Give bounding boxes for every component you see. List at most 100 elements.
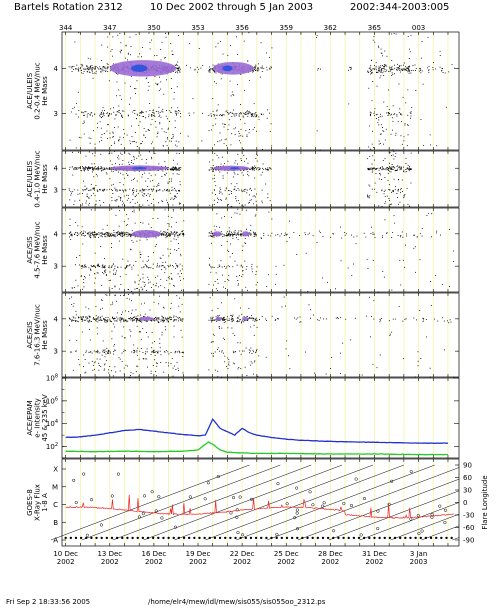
mass-point	[153, 115, 155, 117]
mass-point	[372, 68, 374, 70]
mass-point	[263, 68, 265, 70]
mass-point	[223, 114, 225, 116]
panel-frame	[61, 150, 460, 208]
density-peak	[222, 65, 233, 72]
mass-point	[136, 180, 138, 182]
mass-point	[162, 233, 163, 235]
mass-point	[129, 85, 131, 87]
mass-point	[74, 200, 76, 202]
mass-point	[320, 317, 321, 319]
mass-point	[93, 167, 95, 169]
mass-point	[433, 318, 435, 320]
mass-point	[221, 318, 223, 320]
mass-point	[243, 116, 245, 118]
mass-point	[371, 72, 372, 74]
mass-point	[122, 258, 124, 260]
mass-point	[372, 363, 374, 365]
mass-point	[143, 128, 145, 129]
mass-point	[105, 360, 107, 362]
mass-point	[110, 108, 112, 110]
mass-point	[86, 318, 88, 320]
mass-point	[234, 298, 236, 300]
mass-point	[267, 167, 269, 169]
mass-point	[351, 275, 353, 276]
mass-point	[76, 320, 78, 322]
mass-point	[118, 105, 120, 107]
mass-point	[388, 320, 390, 322]
mass-point	[167, 234, 169, 236]
mass-point	[125, 44, 127, 46]
mass-point	[75, 264, 76, 266]
mass-point	[167, 351, 169, 353]
mass-point	[174, 233, 176, 235]
mass-point	[299, 321, 301, 323]
mass-point	[172, 320, 174, 322]
mass-point	[374, 114, 376, 116]
mass-point	[409, 51, 411, 53]
mass-point	[246, 228, 247, 230]
mass-point	[275, 273, 277, 275]
mass-point	[82, 203, 83, 205]
mass-point	[71, 351, 73, 353]
mass-point	[89, 58, 91, 60]
mass-point	[105, 70, 107, 72]
mass-point	[101, 110, 103, 112]
mass-point	[160, 320, 162, 322]
mass-point	[168, 320, 170, 322]
mass-point	[225, 198, 227, 200]
mass-point	[89, 274, 90, 276]
mass-point	[172, 166, 174, 168]
mass-point	[88, 315, 90, 317]
mass-point	[82, 193, 83, 194]
mass-point	[128, 152, 130, 154]
mass-point	[175, 319, 177, 321]
mass-point	[350, 67, 352, 68]
mass-point	[252, 128, 254, 130]
mass-point	[212, 159, 214, 161]
mass-point	[226, 366, 228, 367]
mass-point	[381, 166, 383, 168]
mass-point	[142, 273, 144, 275]
mass-point	[403, 166, 404, 168]
mass-point	[117, 234, 119, 235]
mass-point	[156, 362, 157, 364]
mass-point	[107, 64, 109, 65]
mass-point	[100, 308, 101, 310]
mass-point	[226, 266, 228, 268]
mass-point	[227, 129, 229, 130]
mass-point	[77, 225, 79, 227]
mass-point	[181, 265, 183, 267]
mass-point	[113, 232, 115, 233]
mass-point	[78, 167, 80, 169]
mass-point	[172, 134, 174, 135]
mass-point	[172, 209, 174, 210]
mass-point	[70, 66, 72, 68]
mass-point	[152, 112, 154, 113]
mass-point	[166, 190, 168, 192]
mass-point	[123, 320, 125, 321]
mass-point	[158, 318, 160, 320]
mass-point	[81, 234, 83, 236]
mass-point	[238, 140, 240, 142]
y-axis-label: ACE/SIS4.5-7.6 MeV/nucHe Mass	[26, 221, 49, 278]
mass-point	[124, 267, 126, 269]
mass-point	[142, 277, 144, 279]
mass-point	[100, 366, 102, 367]
mass-point	[378, 45, 379, 47]
mass-point	[144, 172, 146, 174]
mass-point	[216, 226, 218, 228]
mass-point	[223, 316, 225, 318]
mass-point	[179, 167, 180, 169]
mass-point	[436, 230, 438, 232]
mass-point	[86, 168, 88, 170]
mass-point	[84, 235, 86, 236]
mass-point	[93, 318, 95, 320]
mass-point	[156, 191, 158, 193]
mass-point	[379, 167, 381, 169]
mass-point	[88, 232, 90, 234]
mass-point	[96, 327, 98, 329]
mass-point	[70, 239, 72, 240]
mass-point	[266, 320, 267, 321]
mass-point	[103, 233, 104, 235]
mass-point	[93, 163, 95, 165]
